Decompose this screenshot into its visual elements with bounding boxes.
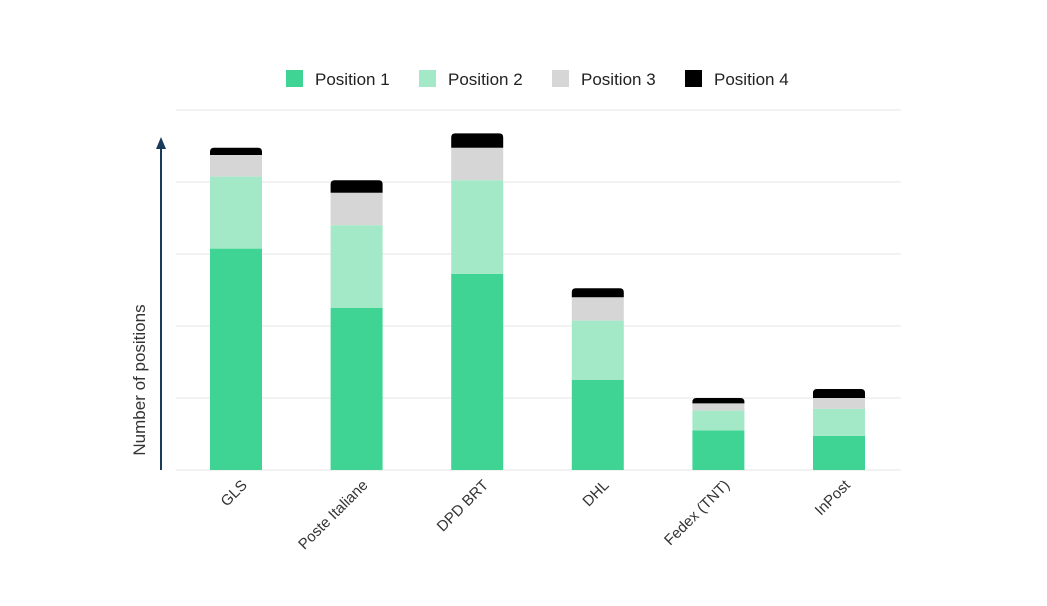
bars (210, 133, 865, 470)
bar-segment-position-1 (571, 380, 624, 470)
bar-segment-position-2 (330, 225, 383, 308)
x-tick-label: GLS (218, 477, 251, 510)
legend-label: Position 1 (315, 70, 390, 89)
x-tick-label: Poste Italiane (295, 477, 371, 553)
y-axis: Number of positions (130, 137, 166, 470)
legend-swatch (552, 70, 569, 87)
bar-segment-position-4 (210, 147, 262, 155)
bar-segment-position-3 (571, 297, 624, 321)
bar-stack-fedex-tnt- (692, 398, 745, 470)
bar-segment-position-2 (571, 320, 624, 380)
bar-segment-position-1 (210, 248, 262, 470)
bar-stack-dhl (571, 288, 624, 470)
bar-segment-position-1 (330, 308, 383, 470)
bar-segment-position-2 (813, 408, 865, 436)
x-tick-label: Fedex (TNT) (661, 477, 733, 549)
legend: Position 1 Position 2 Position 3 Position 4 (286, 70, 789, 89)
gridlines (176, 109, 901, 471)
bar-segment-position-4 (813, 389, 865, 398)
bar-segment-position-1 (813, 435, 865, 470)
bar-segment-position-3 (330, 192, 383, 226)
legend-label: Position 3 (581, 70, 656, 89)
bar-stack-inpost (813, 389, 865, 470)
bar-segment-position-1 (451, 273, 504, 470)
x-tick-label: InPost (812, 476, 855, 519)
legend-label: Position 4 (714, 70, 789, 89)
y-axis-title: Number of positions (130, 304, 149, 455)
legend-swatch (286, 70, 303, 87)
bar-segment-position-4 (330, 180, 383, 193)
bar-segment-position-3 (451, 147, 504, 181)
bar-segment-position-4 (451, 133, 504, 148)
bar-stack-gls (210, 147, 262, 470)
bar-segment-position-2 (451, 180, 504, 274)
y-axis-arrowhead (156, 137, 166, 149)
bar-stack-dpd-brt (451, 133, 504, 470)
bar-segment-position-3 (813, 398, 865, 409)
bar-stack-poste-italiane (330, 180, 383, 470)
x-tick-label: DPD BRT (434, 477, 492, 535)
bar-segment-position-1 (692, 430, 745, 470)
legend-swatch (685, 70, 702, 87)
bar-segment-position-2 (692, 410, 745, 431)
bar-segment-position-3 (692, 403, 745, 411)
bar-segment-position-4 (692, 398, 745, 404)
bar-segment-position-4 (571, 288, 624, 298)
legend-swatch (419, 70, 436, 87)
bar-segment-position-3 (210, 155, 262, 177)
legend-label: Position 2 (448, 70, 523, 89)
x-axis-labels: GLS Poste Italiane DPD BRT DHL Fedex (TNT) In… (218, 476, 855, 553)
bar-segment-position-2 (210, 176, 262, 249)
x-tick-label: DHL (579, 477, 612, 510)
